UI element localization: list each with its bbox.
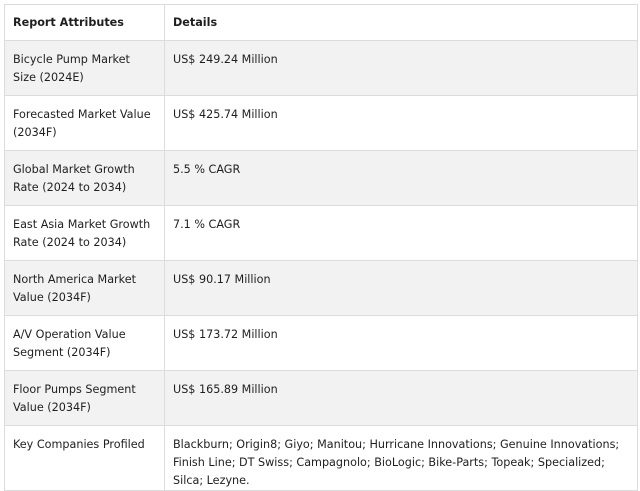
attribute-cell: Key Companies Profiled	[4, 425, 165, 491]
detail-cell: US$ 425.74 Million	[164, 95, 638, 151]
table-row: North America Market Value (2034F) US$ 9…	[4, 260, 638, 316]
header-report-attributes: Report Attributes	[4, 4, 165, 41]
attribute-cell: A/V Operation Value Segment (2034F)	[4, 315, 165, 371]
table-row: Floor Pumps Segment Value (2034F) US$ 16…	[4, 370, 638, 426]
detail-cell: Blackburn; Origin8; Giyo; Manitou; Hurri…	[164, 425, 638, 491]
table-row: A/V Operation Value Segment (2034F) US$ …	[4, 315, 638, 371]
attribute-cell: Floor Pumps Segment Value (2034F)	[4, 370, 165, 426]
detail-cell: US$ 249.24 Million	[164, 40, 638, 96]
table-header-row: Report Attributes Details	[4, 4, 638, 41]
detail-cell: US$ 173.72 Million	[164, 315, 638, 371]
report-attributes-table: Report Attributes Details Bicycle Pump M…	[4, 4, 638, 491]
detail-cell: US$ 90.17 Million	[164, 260, 638, 316]
table-row: Global Market Growth Rate (2024 to 2034)…	[4, 150, 638, 206]
detail-cell: 5.5 % CAGR	[164, 150, 638, 206]
attribute-cell: Forecasted Market Value (2034F)	[4, 95, 165, 151]
attribute-cell: Global Market Growth Rate (2024 to 2034)	[4, 150, 165, 206]
table-row: East Asia Market Growth Rate (2024 to 20…	[4, 205, 638, 261]
table-row: Bicycle Pump Market Size (2024E) US$ 249…	[4, 40, 638, 96]
attribute-cell: North America Market Value (2034F)	[4, 260, 165, 316]
attribute-cell: East Asia Market Growth Rate (2024 to 20…	[4, 205, 165, 261]
detail-cell: US$ 165.89 Million	[164, 370, 638, 426]
attribute-cell: Bicycle Pump Market Size (2024E)	[4, 40, 165, 96]
detail-cell: 7.1 % CAGR	[164, 205, 638, 261]
table-row: Forecasted Market Value (2034F) US$ 425.…	[4, 95, 638, 151]
header-details: Details	[164, 4, 638, 41]
table-row: Key Companies Profiled Blackburn; Origin…	[4, 425, 638, 491]
